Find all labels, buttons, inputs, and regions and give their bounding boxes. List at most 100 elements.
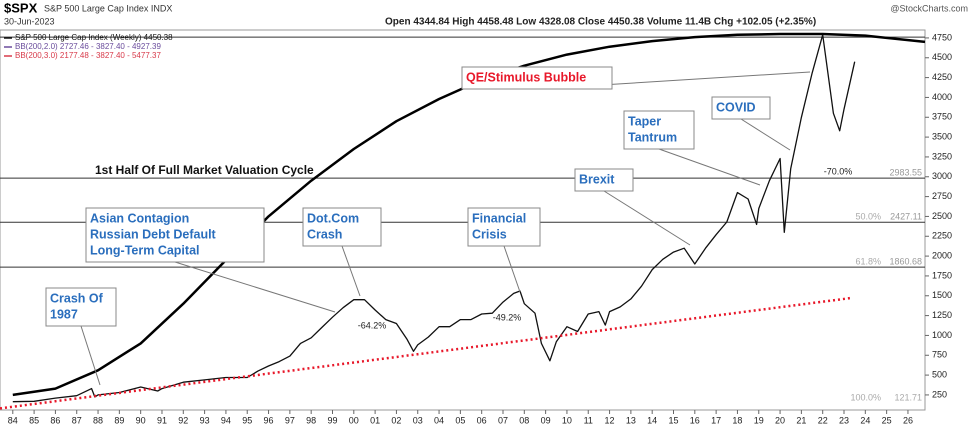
legend-label: BB(200,3.0) 2177.48 - 3827.40 - 5477.37 bbox=[15, 51, 161, 60]
y-tick-label: 3000 bbox=[932, 171, 952, 181]
x-tick-label: 07 bbox=[498, 415, 508, 425]
annotation-pointer bbox=[174, 261, 336, 313]
y-tick-label: 4750 bbox=[932, 32, 952, 42]
x-tick-label: 95 bbox=[242, 415, 252, 425]
x-tick-label: 12 bbox=[605, 415, 615, 425]
x-tick-label: 20 bbox=[775, 415, 785, 425]
x-tick-label: 91 bbox=[157, 415, 167, 425]
x-tick-label: 88 bbox=[93, 415, 103, 425]
date: 30-Jun-2023 bbox=[4, 16, 55, 26]
x-tick-label: 16 bbox=[690, 415, 700, 425]
x-tick-label: 13 bbox=[626, 415, 636, 425]
x-tick-label: 11 bbox=[584, 415, 593, 425]
x-tick-label: 99 bbox=[327, 415, 337, 425]
x-tick-label: 14 bbox=[647, 415, 657, 425]
x-tick-label: 15 bbox=[668, 415, 678, 425]
x-tick-label: 02 bbox=[391, 415, 401, 425]
x-tick-label: 96 bbox=[264, 415, 274, 425]
x-tick-label: 03 bbox=[413, 415, 423, 425]
x-tick-label: 98 bbox=[306, 415, 316, 425]
annotation-text: COVID bbox=[716, 100, 756, 114]
annotation-pointer bbox=[503, 245, 521, 293]
annotation-text: Crash Of bbox=[50, 291, 104, 305]
annotation-text: Long-Term Capital bbox=[90, 243, 200, 257]
index-name: S&P 500 Large Cap Index INDX bbox=[44, 3, 172, 13]
x-tick-label: 18 bbox=[732, 415, 742, 425]
annotation-text: Taper bbox=[628, 114, 661, 128]
x-tick-label: 24 bbox=[860, 415, 870, 425]
x-tick-label: 17 bbox=[711, 415, 721, 425]
y-tick-label: 4250 bbox=[932, 72, 952, 82]
drawdown-label: -64.2% bbox=[358, 320, 387, 330]
annotation-text: Crash bbox=[307, 227, 342, 241]
x-tick-label: 93 bbox=[200, 415, 210, 425]
x-tick-label: 89 bbox=[114, 415, 124, 425]
annotation-pointer bbox=[740, 118, 791, 151]
annotation-pointer bbox=[341, 245, 361, 297]
annotation-text: 1987 bbox=[50, 307, 78, 321]
y-tick-label: 2500 bbox=[932, 211, 952, 221]
x-tick-label: 06 bbox=[477, 415, 487, 425]
y-tick-label: 3500 bbox=[932, 131, 952, 141]
drawdown-label: -70.0% bbox=[824, 166, 853, 176]
y-tick-label: 1500 bbox=[932, 290, 952, 300]
x-tick-label: 00 bbox=[349, 415, 359, 425]
x-tick-label: 23 bbox=[839, 415, 849, 425]
annotation-box bbox=[574, 168, 634, 192]
x-tick-label: 08 bbox=[519, 415, 529, 425]
floor-label: 121.71 bbox=[894, 392, 922, 402]
x-tick-label: 09 bbox=[541, 415, 551, 425]
annotation-pointer bbox=[80, 325, 101, 386]
y-tick-label: 1000 bbox=[932, 330, 952, 340]
x-tick-label: 85 bbox=[29, 415, 39, 425]
y-tick-label: 2250 bbox=[932, 231, 952, 241]
cycle-label: 1st Half Of Full Market Valuation Cycle bbox=[95, 163, 314, 177]
annotation-text: Russian Debt Default bbox=[90, 227, 217, 241]
annotation-box bbox=[45, 287, 117, 327]
y-tick-label: 1750 bbox=[932, 270, 952, 280]
x-tick-label: 01 bbox=[370, 415, 380, 425]
floor-level: 100.0% bbox=[850, 392, 881, 402]
y-tick-label: 500 bbox=[932, 369, 947, 379]
x-tick-label: 87 bbox=[72, 415, 82, 425]
annotation-text: Asian Contagion bbox=[90, 211, 189, 225]
y-tick-label: 4500 bbox=[932, 52, 952, 62]
annotation-text: Crisis bbox=[472, 227, 507, 241]
reference-label: 1860.68 bbox=[889, 257, 922, 267]
annotation-pointer bbox=[658, 148, 761, 186]
y-tick-label: 2000 bbox=[932, 250, 952, 260]
x-tick-label: 25 bbox=[882, 415, 892, 425]
series-line bbox=[12, 32, 926, 397]
reference-label: 2427.11 bbox=[890, 212, 922, 222]
annotation-text: QE/Stimulus Bubble bbox=[466, 70, 586, 84]
annotation-pointer bbox=[603, 190, 691, 246]
annotation-box bbox=[461, 66, 613, 90]
x-tick-label: 21 bbox=[796, 415, 806, 425]
x-tick-label: 86 bbox=[50, 415, 60, 425]
legend-label: BB(200,2.0) 2727.46 - 3827.40 - 4927.39 bbox=[15, 42, 161, 51]
quote: Open 4344.84 High 4458.48 Low 4328.08 Cl… bbox=[385, 17, 816, 28]
reference-label: 2983.55 bbox=[889, 167, 922, 177]
annotation-box bbox=[623, 110, 695, 150]
x-tick-label: 19 bbox=[754, 415, 764, 425]
annotation-box bbox=[711, 96, 771, 120]
reference-level: 50.0% bbox=[855, 212, 881, 222]
legend-label: S&P 500 Large Cap Index (Weekly) 4450.38 bbox=[15, 33, 173, 42]
y-tick-label: 250 bbox=[932, 389, 947, 399]
y-tick-label: 1250 bbox=[932, 310, 952, 320]
y-tick-label: 750 bbox=[932, 350, 947, 360]
x-tick-label: 97 bbox=[285, 415, 295, 425]
ticker: $SPX bbox=[4, 0, 38, 15]
annotation-text: Brexit bbox=[579, 172, 615, 186]
x-tick-label: 05 bbox=[455, 415, 465, 425]
annotation-box bbox=[85, 207, 265, 263]
annotation-text: Tantrum bbox=[628, 130, 677, 144]
x-tick-label: 92 bbox=[178, 415, 188, 425]
drawdown-label: -49.2% bbox=[493, 312, 522, 322]
x-tick-label: 84 bbox=[8, 415, 18, 425]
source: @StockCharts.com bbox=[890, 3, 968, 13]
annotation-box bbox=[302, 207, 382, 247]
annotation-text: Financial bbox=[472, 211, 526, 225]
series-line bbox=[12, 34, 856, 403]
